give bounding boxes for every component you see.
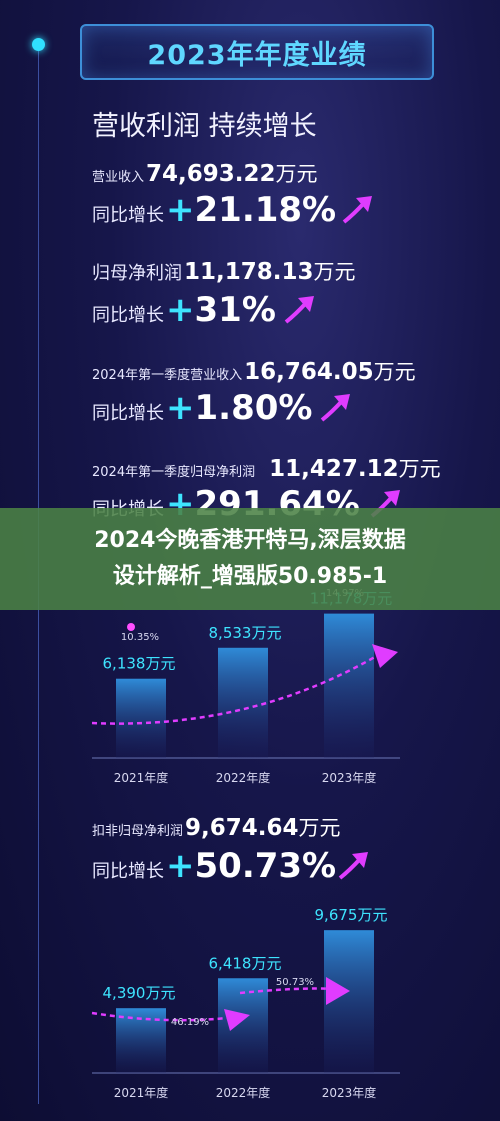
title-box: 2023年年度业绩 bbox=[80, 24, 434, 80]
metric-value: 11,178.13 bbox=[184, 259, 314, 285]
growth-label: 同比增长 bbox=[92, 861, 164, 882]
bar-2 bbox=[218, 647, 268, 758]
x-tick-label: 2023年度 bbox=[322, 770, 377, 785]
metric-profit-growth-row: 同比增长 + 31% bbox=[92, 290, 276, 330]
x-tick-label: 2022年度 bbox=[216, 770, 271, 785]
bar-1 bbox=[116, 678, 166, 758]
metric-q1-revenue-growth-row: 同比增长 + 1.80% bbox=[92, 388, 312, 428]
trend-dot bbox=[127, 623, 135, 631]
up-arrow-icon bbox=[342, 196, 372, 224]
up-arrow-icon bbox=[320, 394, 350, 422]
plus-sign: + bbox=[166, 388, 195, 428]
metric-unit: 万元 bbox=[275, 162, 318, 186]
metric-revenue-growth-row: 同比增长 + 21.18% bbox=[92, 190, 336, 230]
metric-value: 74,693.22 bbox=[146, 161, 276, 187]
trend-arrow-icon bbox=[372, 644, 398, 668]
metric-label: 2024年第一季度营业收入 bbox=[92, 368, 243, 383]
up-arrow-icon bbox=[284, 296, 314, 324]
plus-sign: + bbox=[166, 846, 195, 886]
deducted-profit-bar-chart: 4,390万元 2021年度 6,418万元 2022年度 9,675万元 2023年度 4… bbox=[91, 906, 400, 1100]
growth-rate-label: 50.73% bbox=[276, 977, 314, 988]
overlay-banner: 2024今晚香港开特马,深层数据 设计解析_增强版50.985-1 bbox=[0, 508, 500, 610]
growth-value: 1.80% bbox=[194, 388, 313, 428]
revenue-bar-chart: 6,138万元2021年度8,533万元2022年度11,178万元2023年度… bbox=[91, 588, 400, 785]
metric-label: 2024年第一季度归母净利润 bbox=[92, 465, 256, 480]
metric-value: 9,674.64 bbox=[185, 815, 299, 841]
bar-3 bbox=[324, 930, 374, 1073]
banner-line-1: 2024今晚香港开特马,深层数据 bbox=[94, 528, 406, 553]
bar-value-label: 6,138万元 bbox=[103, 655, 176, 673]
banner-line-2: 设计解析_增强版50.985-1 bbox=[112, 564, 388, 589]
growth-value: 21.18% bbox=[194, 190, 337, 230]
bar-value-label: 6,418万元 bbox=[209, 954, 282, 972]
metric-label: 营业收入 bbox=[92, 170, 145, 185]
metric-label: 扣非归母净利润 bbox=[92, 824, 184, 839]
metric-unit: 万元 bbox=[373, 360, 416, 384]
metric-unit: 万元 bbox=[313, 260, 356, 284]
growth-rate-label: 10.35% bbox=[121, 632, 159, 643]
metric-value: 16,764.05 bbox=[244, 359, 374, 385]
trend-line bbox=[91, 652, 381, 725]
trend-arrow-icon bbox=[224, 1009, 250, 1031]
growth-rate-label: 46.19% bbox=[171, 1017, 209, 1028]
x-tick-label: 2023年度 bbox=[322, 1085, 377, 1100]
metric-q1-revenue-row: 2024年第一季度营业收入 16,764.05 万元 bbox=[92, 356, 416, 386]
x-tick-label: 2021年度 bbox=[114, 1085, 169, 1100]
plus-sign: + bbox=[166, 290, 195, 330]
metric-deducted-profit-row: 扣非归母净利润 9,674.64 万元 bbox=[92, 812, 341, 842]
growth-label: 同比增长 bbox=[92, 205, 164, 226]
trend-line bbox=[91, 987, 337, 1022]
metric-profit-row: 归母净利润 11,178.13 万元 bbox=[92, 256, 356, 286]
section-heading: 营收利润 持续增长 bbox=[92, 111, 317, 142]
page-title: 2023年年度业绩 bbox=[147, 39, 367, 71]
trend-arrow-icon bbox=[326, 977, 350, 1005]
plus-sign: + bbox=[166, 190, 195, 230]
metric-value: 11,427.12 bbox=[269, 456, 399, 482]
growth-value: 31% bbox=[194, 290, 276, 330]
bar-2 bbox=[218, 978, 268, 1073]
bar-value-label: 9,675万元 bbox=[315, 906, 388, 924]
metric-revenue-row: 营业收入 74,693.22 万元 bbox=[92, 158, 318, 188]
growth-label: 同比增长 bbox=[92, 403, 164, 424]
up-arrow-icon bbox=[338, 852, 368, 880]
bar-3 bbox=[324, 613, 374, 758]
growth-value: 50.73% bbox=[194, 846, 337, 886]
metric-deducted-profit-growth-row: 同比增长 + 50.73% bbox=[92, 846, 336, 886]
metric-q1-profit-row: 2024年第一季度归母净利润 11,427.12 万元 bbox=[92, 453, 441, 483]
metric-unit: 万元 bbox=[298, 816, 341, 840]
x-tick-label: 2021年度 bbox=[114, 770, 169, 785]
metric-label: 归母净利润 bbox=[92, 263, 182, 284]
x-tick-label: 2022年度 bbox=[216, 1085, 271, 1100]
bar-value-label: 8,533万元 bbox=[209, 624, 282, 642]
metric-unit: 万元 bbox=[398, 457, 441, 481]
bar-value-label: 4,390万元 bbox=[103, 984, 176, 1002]
timeline-dot bbox=[32, 38, 45, 51]
growth-label: 同比增长 bbox=[92, 305, 164, 326]
